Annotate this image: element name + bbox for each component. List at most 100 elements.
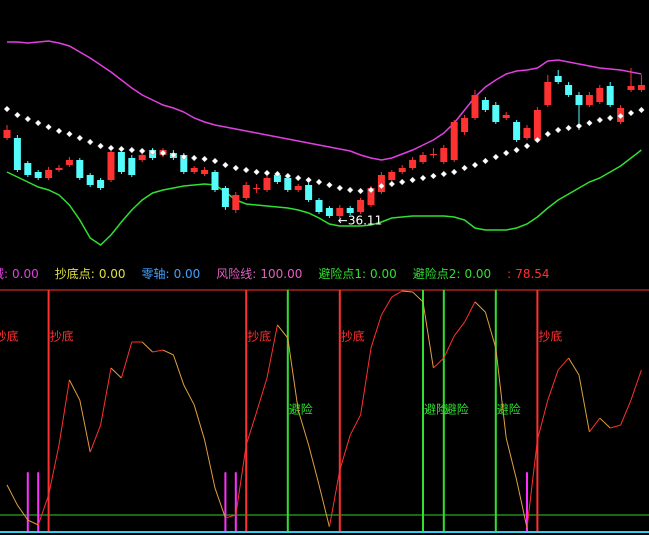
middle-dot [492,153,500,161]
legend-name: 避险点1: [318,266,366,281]
legend-value: 100.00 [260,267,302,281]
middle-dot [170,151,177,159]
legend-value: 0.00 [370,267,397,281]
middle-dot [294,174,302,182]
indicator-segment [27,519,39,526]
candle-body [242,185,250,198]
indicator-segment [48,444,60,496]
candle-body [211,172,219,190]
middle-dot [419,174,427,182]
indicator-segment [495,348,507,439]
candle-body [232,195,240,210]
middle-dot [502,149,510,157]
candle-body [409,160,417,168]
middle-dot [357,187,364,195]
candle-body [606,86,614,105]
candle-body [367,188,375,205]
candle-body [523,128,531,138]
middle-dot [461,164,468,172]
middle-dot [575,122,583,130]
legend: 域: 0.00 抄底点: 0.00 零轴: 0.00 风险线: 100.00 避险点1: 0.00… [0,266,550,281]
middle-dot [554,126,562,134]
indicator-segment [599,417,611,429]
indicator-segment [277,324,289,339]
middle-dot [523,142,531,150]
middle-dot [378,182,385,190]
candle-body [305,185,313,200]
indicator-segment [360,348,372,415]
candle-body [107,152,115,180]
indicator-segment [89,424,102,453]
middle-dot [336,184,344,192]
indicator-segment [79,399,91,453]
candle-body [398,168,406,172]
candle-body [45,170,53,178]
signal-label: 避险 [289,402,313,417]
candle-body [554,76,562,82]
candle-body [34,172,42,178]
candle-body [565,85,573,95]
middle-dot [586,119,593,127]
legend-name: 抄底点: [55,266,95,281]
middle-dot [346,186,354,194]
candle-body [315,200,323,212]
candle-body [513,122,521,140]
indicator-segment [183,384,195,406]
indicator-segment [422,301,434,369]
indicator-segment [526,439,538,528]
indicator-segment [162,349,174,356]
signal-label: 抄底 [341,329,365,344]
middle-dot [450,168,458,176]
candle-body [429,154,437,155]
indicator-segment [141,341,153,353]
middle-dot [440,170,448,178]
indicator-segment [6,484,18,506]
middle-dot [253,168,260,176]
middle-dot [398,178,406,186]
candle-body [575,95,583,105]
middle-dot [201,155,208,163]
middle-dot [274,170,281,178]
indicator-segment [557,357,569,371]
middle-dot [45,123,52,131]
middle-dot [159,149,167,157]
middle-dot [513,146,520,154]
middle-dot [66,130,73,138]
indicator-segment [318,484,330,528]
indicator-segment [453,321,465,337]
upper-band [7,40,642,161]
candle-body [201,170,209,174]
legend-value: 0.00 [174,267,201,281]
candle-body [180,155,188,172]
candle-body [24,163,32,175]
middle-dot [305,176,312,184]
middle-dot [627,109,635,117]
candle-body [190,168,198,172]
candle-body [596,88,604,102]
candle-body [273,175,281,182]
candle-body [336,208,344,216]
middle-dot [180,153,188,161]
indicator-segment [193,404,206,441]
middle-dot [128,146,136,154]
indicator-segment [630,369,642,401]
indicator-segment [578,374,590,433]
candle-body [263,178,271,190]
candle-body [346,208,354,213]
indicator-segment [474,301,486,313]
candle-body [388,172,396,180]
middle-dot [14,111,21,119]
indicator-segment [402,290,413,293]
indicator-segment [547,369,559,401]
indicator-segment [287,338,299,411]
indicator-segment [610,424,621,429]
candle-body [97,180,105,188]
legend-name: 域: [0,267,8,281]
middle-dot [617,112,624,120]
indicator-segment [214,487,226,519]
indicator-segment [204,439,216,489]
middle-dot [97,142,104,150]
middle-dot [534,136,541,144]
middle-dot [471,161,479,169]
indicator-segment [110,367,122,379]
